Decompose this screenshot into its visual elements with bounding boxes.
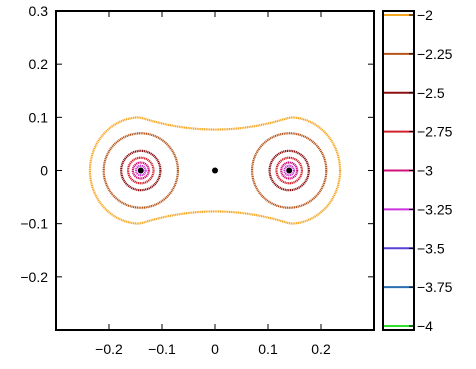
y-tick-label: −0.1 <box>20 216 48 232</box>
x-tick-label: −0.1 <box>148 341 176 357</box>
contour-line-1-1 <box>251 132 328 209</box>
contour-line-5-1 <box>283 164 296 177</box>
x-tick-label: 0 <box>211 341 219 357</box>
contour-line-2-0 <box>120 149 162 192</box>
contour-line-5-0 <box>134 164 147 177</box>
colorbar-label: −4 <box>417 318 433 334</box>
center-point-1 <box>212 167 218 174</box>
y-tick-label: 0 <box>40 163 48 179</box>
colorbar-label: −2 <box>417 7 433 23</box>
contour-line-3-0 <box>126 156 155 185</box>
contour-line-3-1 <box>275 156 304 185</box>
colorbar-label: −2.75 <box>417 124 453 140</box>
colorbar: −2 −2.25 −2.5 −2.75 −3 −3.25 −3.5 −3.75 −4 <box>382 7 453 334</box>
colorbar-label: −3.75 <box>417 279 453 295</box>
y-tick-label: 0.2 <box>29 56 49 72</box>
plot-area <box>88 116 342 225</box>
x-tick-label: 0.1 <box>258 341 278 357</box>
y-tick-label: 0.1 <box>29 109 49 125</box>
contour-line-0 <box>88 116 342 225</box>
x-tick-label: −0.2 <box>95 341 123 357</box>
y-tick-label: −0.2 <box>20 269 48 285</box>
contour-line-4-0 <box>131 161 150 180</box>
center-point-0 <box>137 167 144 174</box>
colorbar-frame <box>382 10 415 331</box>
center-point-2 <box>286 167 293 174</box>
axes: −0.2 −0.1 0 0.1 0.2 0.3 0.2 0.1 0 −0.1 −0.2 <box>20 3 375 357</box>
colorbar-label: −2.5 <box>417 85 445 101</box>
colorbar-label: −3.25 <box>417 201 453 217</box>
y-tick-label: 0.3 <box>29 3 49 19</box>
colorbar-label: −3.5 <box>417 240 445 256</box>
x-tick-label: 0.2 <box>311 341 331 357</box>
contour-line-2-1 <box>268 149 310 192</box>
contour-line-4-1 <box>280 161 299 180</box>
contour-line-1-0 <box>102 132 180 209</box>
colorbar-label: −3 <box>417 163 433 179</box>
colorbar-label: −2.25 <box>417 46 453 62</box>
